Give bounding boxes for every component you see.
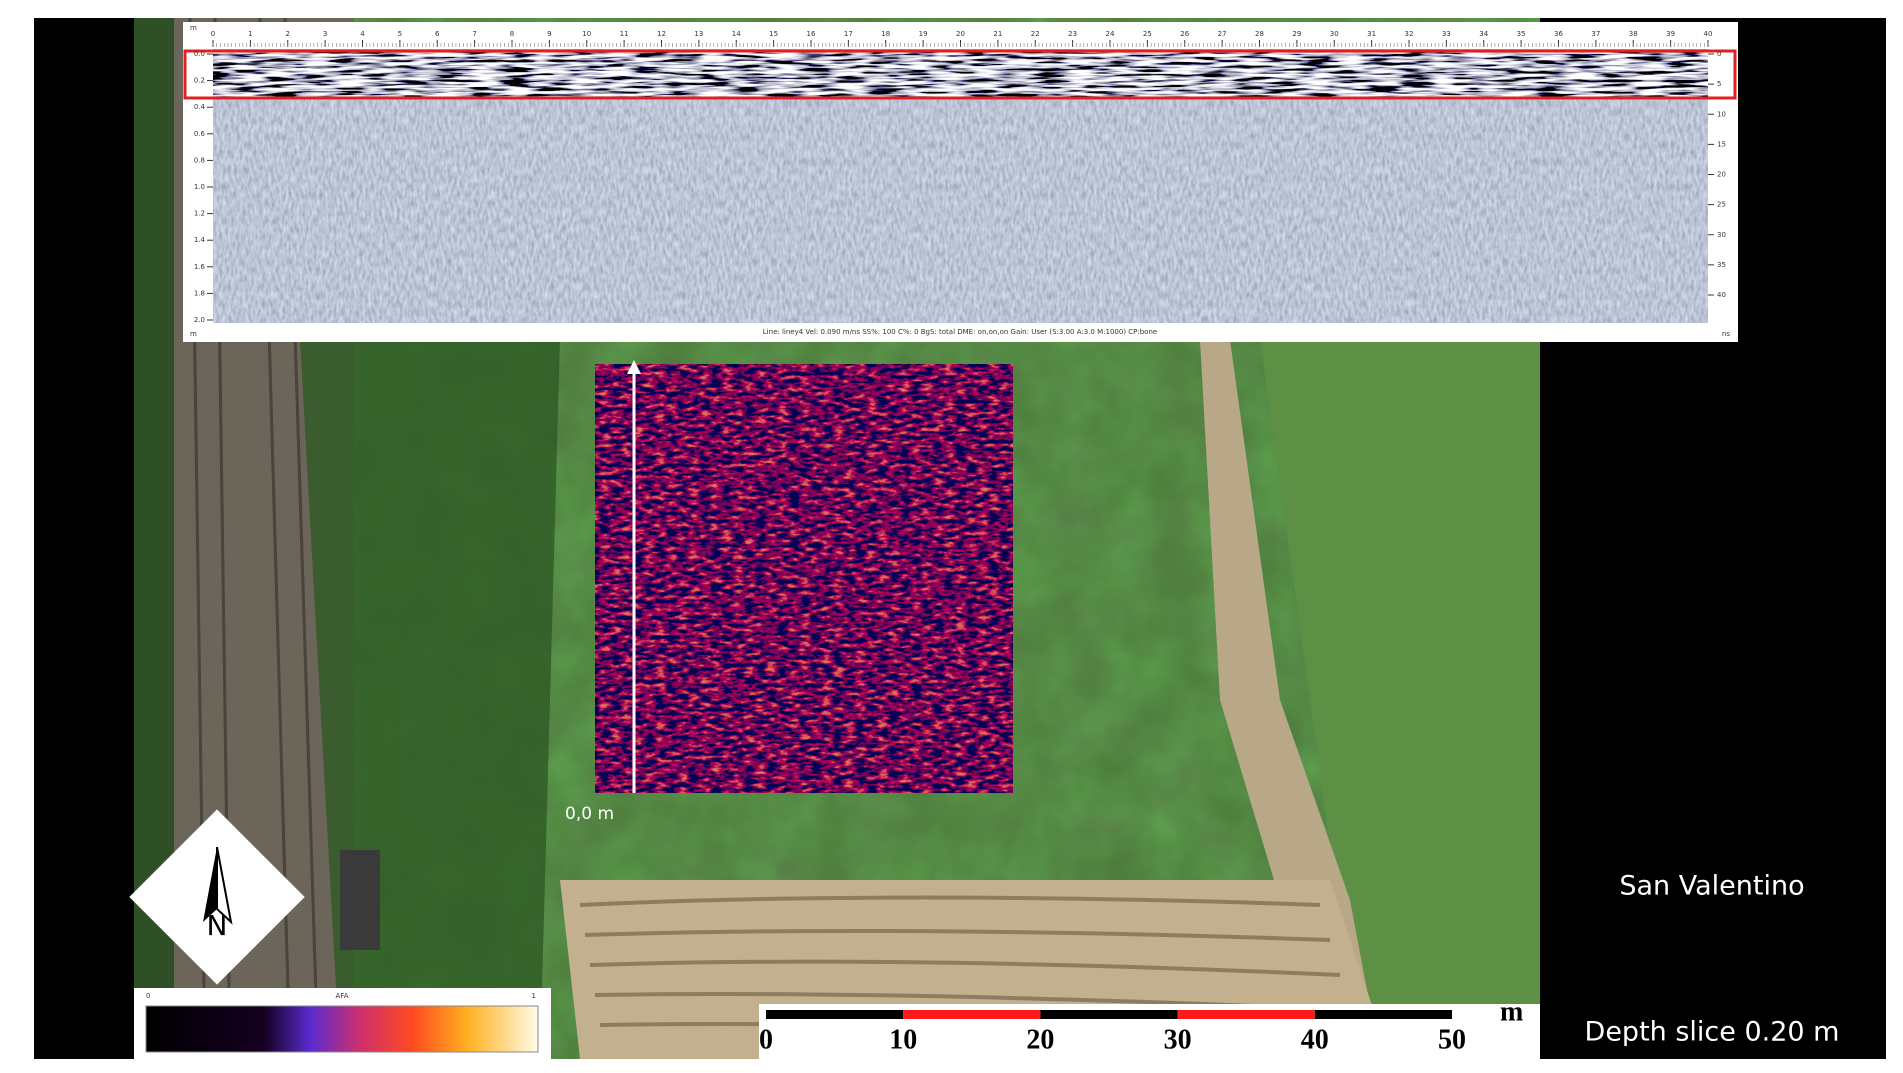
origin-label: 0,0 m [565,804,614,824]
y-tick-label: 0.2 [194,77,205,85]
x-tick-label: 14 [732,30,741,38]
radargram-info: Line: liney4 Vel: 0.090 m/ns SS%: 100 C%… [763,328,1157,336]
x-tick-label: 6 [435,30,440,38]
x-tick-label: 28 [1255,30,1264,38]
x-tick-label: 29 [1292,30,1301,38]
y-tick-label: 0.4 [194,103,206,111]
x-tick-label: 7 [472,30,476,38]
y-tick-label: 0.6 [194,130,206,138]
scale-segment [1314,1010,1452,1019]
y-tick-label: 0.0 [194,50,205,58]
x-tick-label: 19 [919,30,928,38]
scale-segment [903,1010,1041,1019]
site-name: San Valentino [1619,871,1804,902]
scale-label: 40 [1301,1024,1329,1055]
x-tick-label: 38 [1629,30,1638,38]
y2-tick-label: 5 [1717,80,1721,88]
depth-slice: 0,0 m [565,360,1013,824]
y2-tick-label: 10 [1717,110,1726,118]
north-label: N [207,909,228,942]
y2-tick-label: 35 [1717,261,1726,269]
x-tick-label: 23 [1068,30,1077,38]
x-tick-label: 22 [1031,30,1040,38]
x-tick-label: 12 [657,30,666,38]
scale-label: 0 [759,1024,773,1055]
x-tick-label: 39 [1666,30,1675,38]
scale-label: 30 [1164,1024,1192,1055]
y2-tick-label: 25 [1717,201,1726,209]
x-tick-label: 26 [1180,30,1189,38]
scale-unit: m [1500,996,1523,1027]
x-tick-label: 35 [1517,30,1526,38]
x-tick-label: 36 [1554,30,1563,38]
scale-segment [766,1010,904,1019]
y2-tick-label: 15 [1717,140,1726,148]
y2-tick-label: 40 [1717,291,1726,299]
scale-label: 50 [1438,1024,1466,1055]
x-tick-label: 17 [844,30,853,38]
radargram: m m ns Line: liney4 Vel: 0.090 m/ns SS%:… [183,22,1738,342]
y2-tick-label: 20 [1717,171,1726,179]
arrow-head [627,360,641,374]
scale-label: 10 [889,1024,917,1055]
y-tick-label: 1.2 [194,210,205,218]
x-tick-label: 16 [807,30,816,38]
radargram-reflections [213,52,1708,98]
x-tick-label: 8 [510,30,514,38]
north-needle [203,847,217,922]
x-tick-label: 15 [769,30,778,38]
highlight-box [183,49,1737,100]
scale-label: 20 [1026,1024,1054,1055]
colorbar-gradient [145,1005,539,1053]
x-tick-label: 24 [1106,30,1115,38]
x-tick-label: 4 [360,30,365,38]
x-tick-label: 18 [881,30,890,38]
x-tick-label: 9 [547,30,551,38]
x-tick-label: 34 [1479,30,1488,38]
y-tick-label: 1.8 [194,289,205,297]
x-tick-label: 0 [211,30,215,38]
scale-bar: m 0 10 20 30 40 50 [759,996,1540,1059]
y-tick-label: 1.6 [194,263,206,271]
unit-label: m [190,24,197,32]
x-tick-label: 32 [1405,30,1414,38]
colorbar-label: AFA [336,992,349,1000]
x-tick-label: 31 [1367,30,1376,38]
x-tick-label: 37 [1591,30,1600,38]
y-tick-label: 1.0 [194,183,205,191]
x-tick-label: 40 [1704,30,1713,38]
x-tick-label: 2 [286,30,290,38]
x-tick-label: 20 [956,30,965,38]
y-tick-label: 0.8 [194,156,205,164]
depth-label: Depth slice 0.20 m [1585,1017,1840,1048]
scale-segment [1177,1010,1315,1019]
y-tick-label: 1.4 [194,236,206,244]
x-tick-label: 11 [620,30,629,38]
unit-label: m [190,330,197,338]
colorbar: 0 AFA 1 [134,988,551,1059]
y2-tick-label: 0 [1717,50,1721,58]
x-tick-label: 25 [1143,30,1152,38]
x-tick-label: 10 [582,30,591,38]
colorbar-max: 1 [532,992,536,1000]
north-needle [216,846,233,925]
x-tick-label: 1 [248,30,252,38]
x-tick-label: 21 [993,30,1002,38]
x-tick-label: 30 [1330,30,1339,38]
scale-segment [1040,1010,1178,1019]
y-tick-label: 2.0 [194,316,205,324]
x-tick-label: 27 [1218,30,1227,38]
x-tick-label: 3 [323,30,327,38]
slice-image [595,364,1013,793]
x-tick-label: 33 [1442,30,1451,38]
unit-label: ns [1722,330,1730,338]
x-tick-label: 13 [694,30,703,38]
y2-tick-label: 30 [1717,231,1726,239]
colorbar-min: 0 [146,992,150,1000]
x-tick-label: 5 [398,30,402,38]
